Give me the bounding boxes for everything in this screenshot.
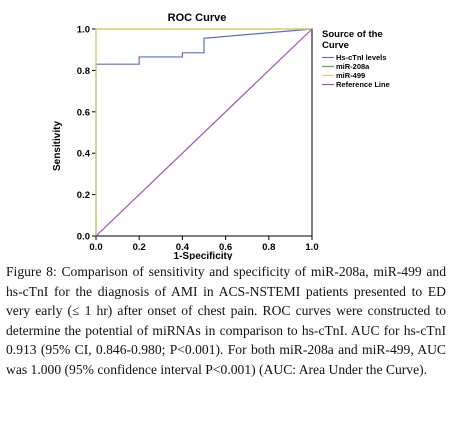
chart-title: ROC Curve — [168, 12, 227, 24]
legend-label-mir-499: miR-499 — [336, 71, 365, 80]
legend-label-mir-208a: miR-208a — [336, 62, 370, 71]
roc-chart: ROC Curve Sensitivity 1-Specificity Sour… — [52, 12, 390, 260]
y-axis-label: Sensitivity — [52, 121, 63, 171]
series-line-hs-ctni-levels — [95, 28, 313, 236]
y-tick-label: 0.0 — [77, 232, 90, 243]
y-tick-label: 0.2 — [77, 190, 90, 201]
series-line-mir-499 — [95, 28, 312, 236]
x-tick-label: 0.8 — [262, 242, 275, 253]
x-tick-label: 1.0 — [305, 242, 318, 253]
x-tick-label: 0.4 — [176, 242, 190, 253]
series-line-reference-line — [95, 28, 313, 237]
legend-title-line-2: Curve — [322, 40, 349, 51]
legend-title-line-1: Source of the — [322, 29, 383, 40]
y-tick-label: 1.0 — [77, 25, 90, 36]
caption-label: Figure 8: — [6, 264, 57, 279]
y-tick-label: 0.4 — [77, 149, 91, 160]
legend-label-reference-line: Reference Line — [336, 80, 390, 89]
caption-text: Comparison of sensitivity and specificit… — [6, 264, 446, 377]
figure-caption: Figure 8: Comparison of sensitivity and … — [6, 262, 446, 380]
y-tick-label: 0.8 — [77, 66, 90, 77]
x-axis-label: 1-Specificity — [174, 251, 233, 260]
plot-area: 0.0 0.2 0.4 0.6 0.8 1.0 0.0 0.2 0.4 0.6 0.8 1.0 — [77, 25, 319, 254]
y-tick-label: 0.6 — [77, 107, 90, 118]
legend-label-hs-ctni-levels: Hs-cTnI levels — [336, 53, 386, 62]
x-tick-label: 0.6 — [219, 242, 232, 253]
legend-title: Source of the Curve — [322, 29, 385, 51]
x-tick-label: 0.2 — [133, 242, 146, 253]
x-tick-label: 0.0 — [89, 242, 102, 253]
